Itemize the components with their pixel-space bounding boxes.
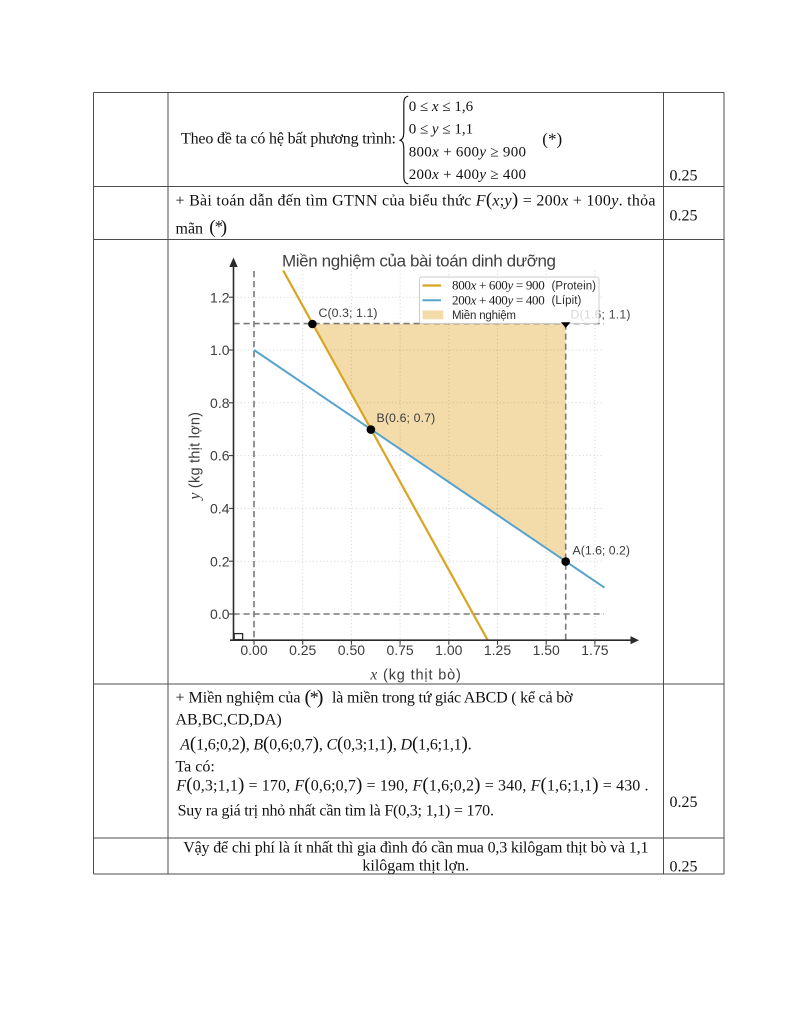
svg-text:Suy ra giá trị nhỏ nhất cần tì: Suy ra giá trị nhỏ nhất cần tìm là F(0,3…: [178, 803, 494, 820]
svg-text:1.2: 1.2: [210, 289, 230, 305]
svg-text:1.50: 1.50: [533, 642, 560, 658]
svg-text:1.0: 1.0: [210, 342, 230, 358]
svg-text:AB,BC,CD,DA): AB,BC,CD,DA): [176, 712, 282, 729]
svg-text:Ta có:: Ta có:: [176, 758, 215, 775]
svg-text:Miền nghiệm: Miền nghiệm: [452, 310, 516, 322]
svg-text:0.4: 0.4: [210, 501, 230, 517]
svg-text:200x + 400y ≥ 400: 200x + 400y ≥ 400: [409, 167, 527, 183]
svg-text:+ Bài toán dẫn đến tìm GTNN củ: + Bài toán dẫn đến tìm GTNN của biểu thứ…: [176, 190, 656, 211]
svg-text:0.2: 0.2: [210, 553, 230, 569]
svg-text:A(1,6;0,2), B(0,6;0,7), C(0,3;: A(1,6;0,2), B(0,6;0,7), C(0,3;1,1), D(1,…: [179, 733, 471, 754]
svg-text:C(0.3; 1.1): C(0.3; 1.1): [319, 306, 378, 320]
svg-text:A(1.6; 0.2): A(1.6; 0.2): [573, 544, 631, 558]
svg-text:(Protein): (Protein): [552, 281, 597, 293]
svg-text:Vậy để chi phí là ít nhất thì: Vậy để chi phí là ít nhất thì gia đình đ…: [183, 840, 648, 857]
svg-text:0.75: 0.75: [386, 642, 413, 658]
svg-text:0.8: 0.8: [210, 395, 230, 411]
svg-text:(Lípit): (Lípit): [552, 295, 582, 307]
svg-text:0 ≤ x ≤ 1,6: 0 ≤ x ≤ 1,6: [409, 99, 474, 115]
svg-text:): ): [317, 687, 324, 709]
svg-text:mãn: mãn: [176, 221, 204, 238]
svg-text:x (kg thịt bò): x (kg thịt bò): [369, 667, 461, 684]
svg-text:0.6: 0.6: [210, 448, 230, 464]
svg-text:(: (: [209, 217, 215, 238]
svg-text:*: *: [215, 217, 223, 236]
svg-text:0.0: 0.0: [210, 606, 230, 622]
svg-text:y (kg thịt lợn): y (kg thịt lợn): [187, 412, 204, 502]
svg-text:800x + 600y ≥ 900: 800x + 600y ≥ 900: [409, 144, 527, 160]
svg-text:*: *: [310, 687, 319, 707]
svg-text:0 ≤ y ≤ 1,1: 0 ≤ y ≤ 1,1: [409, 122, 473, 138]
svg-text:0.25: 0.25: [289, 642, 316, 658]
svg-text:B(0.6; 0.7): B(0.6; 0.7): [377, 411, 436, 425]
svg-text:200x + 400y = 400: 200x + 400y = 400: [452, 293, 545, 308]
svg-text:800x + 600y = 900: 800x + 600y = 900: [452, 278, 545, 293]
svg-text:1.75: 1.75: [581, 642, 608, 658]
svg-text:0.25: 0.25: [670, 794, 698, 811]
svg-text:0.25: 0.25: [670, 167, 698, 184]
svg-text:(: (: [305, 687, 312, 709]
svg-text:kilôgam thịt lợn.: kilôgam thịt lợn.: [362, 858, 469, 875]
svg-text:0.00: 0.00: [240, 642, 267, 658]
svg-text:1.25: 1.25: [484, 642, 511, 658]
svg-text:Theo đề ta có hệ bất phương tr: Theo đề ta có hệ bất phương trình:: [181, 131, 396, 148]
svg-text:): ): [221, 217, 227, 238]
svg-text:(*): (*): [542, 129, 562, 148]
svg-text:Miền nghiệm của bài toán dinh: Miền nghiệm của bài toán dinh dưỡng: [282, 252, 556, 271]
svg-text:0.50: 0.50: [338, 642, 365, 658]
svg-text:là miền trong tứ giác ABCD ( k: là miền trong tứ giác ABCD ( kể cả bờ: [332, 689, 573, 706]
svg-text:1.00: 1.00: [435, 642, 462, 658]
svg-text:F(0,3;1,1) = 170, F(0,6;0,7) =: F(0,3;1,1) = 170, F(0,6;0,7) = 190, F(1,…: [175, 774, 648, 795]
svg-text:+ Miền nghiệm của: + Miền nghiệm của: [176, 689, 301, 706]
svg-text:0.25: 0.25: [670, 208, 698, 225]
svg-text:0.25: 0.25: [670, 859, 698, 876]
